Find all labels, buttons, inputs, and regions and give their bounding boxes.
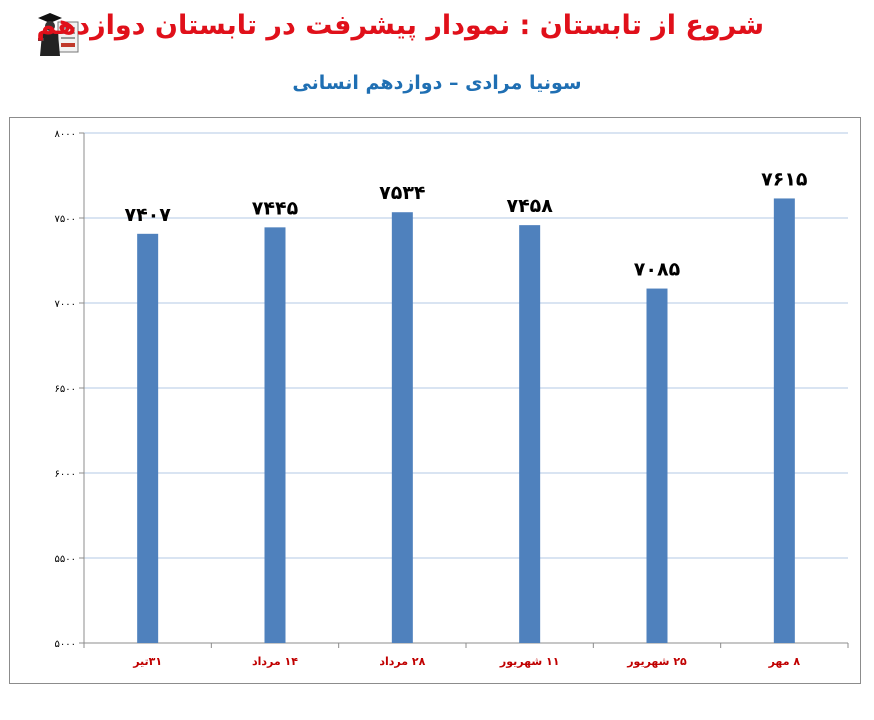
bar-chart: ۵۰۰۰ ۵۵۰۰ ۶۰۰۰ ۶۵۰۰ ۷۰۰۰ ۷۵۰۰ ۸۰۰۰ ۷۴۰۷ ۳۱تیر ۷۴۴… (55, 129, 849, 668)
y-tick-label: ۵۰۰۰ (55, 639, 76, 650)
x-tick-label: ۳۱تیر (132, 655, 162, 668)
bar (519, 225, 541, 643)
y-tick-label: ۷۰۰۰ (55, 299, 76, 310)
bar (646, 288, 668, 643)
data-label: ۷۴۰۷ (124, 204, 171, 226)
y-tick-label: ۸۰۰۰ (55, 129, 76, 140)
data-label: ۷۴۵۸ (506, 195, 553, 217)
bar (137, 233, 159, 643)
y-tick-label: ۶۰۰۰ (55, 469, 76, 480)
chart-frame: ۵۰۰۰ ۵۵۰۰ ۶۰۰۰ ۶۵۰۰ ۷۰۰۰ ۷۵۰۰ ۸۰۰۰ ۷۴۰۷ ۳۱تیر ۷۴۴… (9, 117, 861, 684)
x-tick-label: ۱۱ شهریور (499, 655, 560, 668)
x-tick-label: ۲۵ شهریور (626, 655, 687, 668)
y-tick-label: ۵۵۰۰ (55, 554, 76, 565)
x-tick-label: ۲۸ مرداد (379, 655, 425, 668)
data-label: ۷۶۱۵ (761, 168, 808, 190)
data-label: ۷۵۳۴ (379, 182, 425, 204)
data-label: ۷۰۸۵ (634, 259, 681, 281)
y-tick-label: ۶۵۰۰ (55, 384, 76, 395)
bar (773, 198, 795, 643)
data-label: ۷۴۴۵ (252, 197, 299, 219)
x-tick-label: ۱۴ مرداد (252, 655, 298, 668)
bar (264, 227, 286, 643)
graduate-logo-icon (38, 13, 79, 56)
y-tick-label: ۷۵۰۰ (55, 214, 76, 225)
page-subtitle: سونیا مرادی – دوازدهم انسانی (292, 72, 582, 94)
page-title: شروع از تابستان : نمودار پیشرفت در تابست… (36, 10, 764, 41)
bar (391, 212, 413, 643)
x-tick-label: ۸ مهر (768, 655, 801, 668)
